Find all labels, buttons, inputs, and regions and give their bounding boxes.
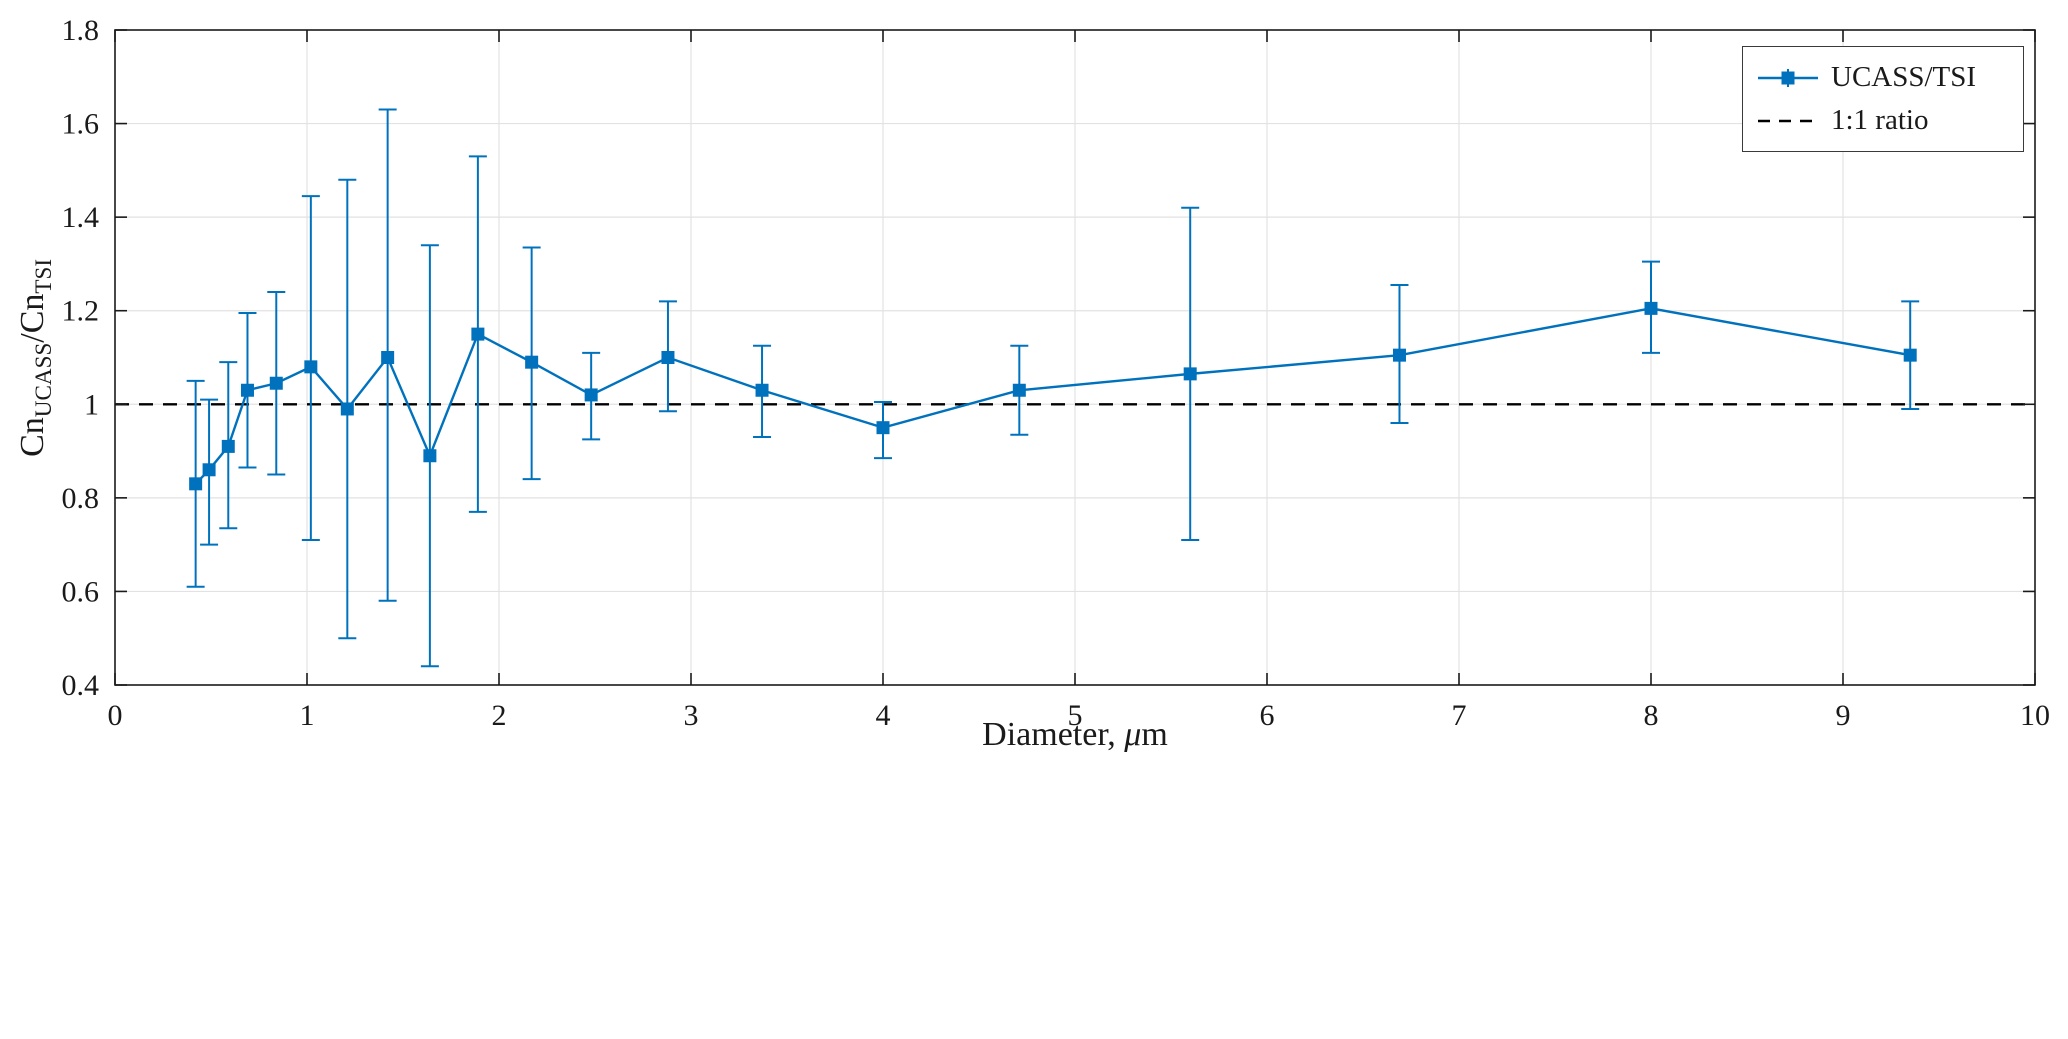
x-axis-label-prefix: Diameter,	[982, 716, 1125, 753]
x-tick-label: 7	[1452, 699, 1467, 732]
legend: UCASS/TSI 1:1 ratio	[1742, 46, 2024, 152]
data-marker	[1012, 383, 1026, 397]
data-marker	[525, 355, 539, 369]
x-tick-label: 8	[1644, 699, 1659, 732]
y-tick-label: 1	[84, 388, 99, 421]
data-marker	[1644, 301, 1658, 315]
legend-item-ratio: 1:1 ratio	[1755, 104, 2013, 137]
data-marker	[584, 388, 598, 402]
x-tick-label: 0	[108, 699, 123, 732]
x-tick-label: 6	[1260, 699, 1275, 732]
data-marker	[1903, 348, 1917, 362]
x-axis-label-suffix: m	[1141, 716, 1168, 753]
x-tick-label: 10	[2020, 699, 2050, 732]
legend-label-ucass-tsi: UCASS/TSI	[1831, 61, 1977, 93]
data-marker	[471, 327, 485, 341]
data-marker	[755, 383, 769, 397]
x-tick-label: 2	[492, 699, 507, 732]
y-tick-label: 0.4	[62, 669, 100, 702]
x-tick-label: 1	[300, 699, 315, 732]
x-axis-label-mu: μ	[1124, 716, 1142, 753]
y-tick-label: 0.8	[62, 482, 100, 515]
data-marker	[661, 351, 675, 364]
y-tick-label: 1.2	[62, 295, 100, 328]
y-tick-label: 1.6	[62, 108, 100, 141]
legend-dashed-line-icon	[1758, 119, 1818, 122]
x-tick-label: 9	[1836, 699, 1851, 732]
data-marker	[221, 439, 235, 453]
x-tick-label: 4	[876, 699, 891, 732]
data-marker	[1392, 348, 1406, 362]
legend-marker-line-icon	[1758, 68, 1818, 87]
data-marker	[1183, 367, 1197, 381]
y-tick-label: 0.6	[62, 575, 100, 608]
y-tick-label: 1.8	[62, 14, 100, 47]
x-axis-label: Diameter, μm	[982, 716, 1168, 753]
data-marker	[304, 360, 318, 374]
legend-label-ratio: 1:1 ratio	[1831, 104, 1929, 136]
data-marker	[189, 477, 203, 491]
data-marker	[240, 383, 254, 397]
data-marker	[340, 402, 354, 416]
data-marker	[269, 376, 283, 390]
data-line	[194, 307, 1911, 485]
data-marker	[381, 351, 395, 364]
data-marker	[423, 449, 437, 463]
y-tick-label: 1.4	[62, 201, 100, 234]
x-axis-label-wrap: Diameter, μm	[115, 716, 2035, 754]
x-tick-label: 5	[1068, 699, 1083, 732]
legend-item-ucass-tsi: UCASS/TSI	[1755, 61, 2013, 94]
data-marker	[202, 463, 216, 477]
data-marker	[876, 421, 890, 435]
x-tick-label: 3	[684, 699, 699, 732]
